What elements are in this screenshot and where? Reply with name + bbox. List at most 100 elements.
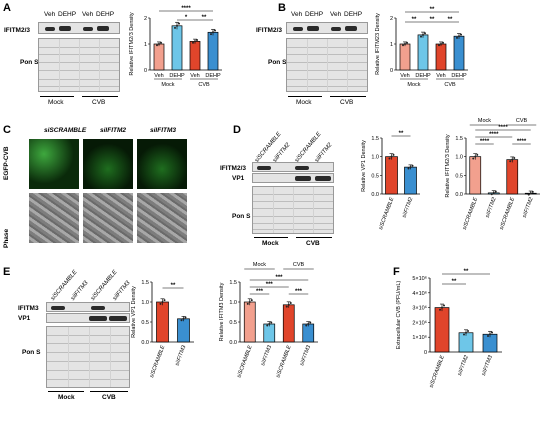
data-point <box>494 190 497 193</box>
group-label: CVB <box>306 240 320 247</box>
bar <box>399 43 411 71</box>
data-point <box>305 324 308 327</box>
bar <box>404 166 417 195</box>
western-blot-vp1 <box>46 313 130 323</box>
data-point <box>161 301 164 303</box>
x-tick-label: siSCRAMBLE <box>236 344 253 379</box>
data-point <box>529 192 532 195</box>
bar <box>189 41 201 71</box>
bar <box>417 34 429 71</box>
column-label: siIFITM2 <box>100 127 127 134</box>
significance-label: ** <box>399 131 404 137</box>
ponceau-stain-blot <box>38 38 120 92</box>
western-blot-ifitm <box>252 162 334 172</box>
significance-label: **** <box>489 132 499 138</box>
data-point <box>465 331 467 334</box>
data-point <box>463 333 465 336</box>
data-point <box>163 299 166 302</box>
data-point <box>287 303 290 306</box>
phase-image <box>28 192 80 244</box>
data-point <box>422 33 424 36</box>
y-axis-label: Relative IFITM2/3 Density <box>445 134 451 198</box>
significance-label: **** <box>181 6 191 12</box>
western-blot-ifitm <box>46 302 130 312</box>
y-axis-label: Relative IFITM2/3 Density <box>129 12 135 76</box>
bar <box>282 304 295 343</box>
x-tick-label: siIFITM2 <box>457 355 470 377</box>
group-label: Mock <box>296 99 312 106</box>
ponceau-stain-blot <box>46 326 130 388</box>
y-tick-label: 1×10⁶ <box>412 334 427 341</box>
y-tick-label: 0 <box>390 68 393 74</box>
group-label: CVB <box>516 118 528 124</box>
bar <box>469 156 482 195</box>
panel-label-d: D <box>233 124 241 136</box>
group-line <box>288 96 322 97</box>
data-point <box>180 319 183 322</box>
bar <box>458 332 474 353</box>
data-point <box>406 41 408 44</box>
bar <box>207 31 219 71</box>
lane-label: DEHP <box>344 11 363 18</box>
significance-label: ** <box>171 283 176 289</box>
y-tick-label: 4×10⁶ <box>412 290 427 297</box>
protein-label: IFITM2/3 <box>256 27 283 34</box>
y-tick-label: 2 <box>390 16 393 22</box>
ponceau-stain-blot <box>286 38 368 92</box>
significance-label: ** <box>452 279 457 285</box>
y-tick-label: 1 <box>144 42 147 48</box>
y-tick-label: 0.0 <box>141 340 149 346</box>
lane-label: siIFITM3 <box>112 280 132 302</box>
data-point <box>513 157 516 160</box>
panel-label-f: F <box>393 266 400 278</box>
significance-label: * <box>185 15 188 21</box>
y-axis-label: Relative VP1 Density <box>131 286 137 338</box>
data-point <box>442 41 444 44</box>
y-tick-label: 0.0 <box>455 192 463 198</box>
bar <box>435 43 447 71</box>
data-point <box>420 35 422 38</box>
data-point <box>409 166 412 169</box>
group-line <box>90 391 128 392</box>
x-tick-label: siSCRAMBLE <box>462 196 479 231</box>
data-point <box>411 164 414 167</box>
x-tick-label: siSCRAMBLE <box>499 196 516 231</box>
group-label: Mock <box>161 82 174 88</box>
x-tick-label: siIFITM3 <box>481 354 494 377</box>
data-point <box>184 316 187 319</box>
data-point <box>156 44 158 47</box>
data-point <box>492 191 495 194</box>
data-point <box>511 158 514 161</box>
lane-label: Veh <box>82 11 94 18</box>
protein-label: VP1 <box>232 175 245 182</box>
data-point <box>285 305 288 308</box>
group-label: Mock <box>478 118 491 124</box>
data-point <box>402 44 404 47</box>
protein-label: VP1 <box>18 315 31 322</box>
x-tick-label: DEHP <box>415 73 431 79</box>
column-label: siSCRAMBLE <box>44 127 87 134</box>
data-point <box>443 304 445 307</box>
data-point <box>182 317 185 320</box>
x-tick-label: siSCRAMBLE <box>149 344 166 379</box>
y-tick-label: 1.5 <box>141 280 149 286</box>
y-tick-label: 2 <box>144 16 147 22</box>
bar <box>302 323 315 343</box>
significance-label: *** <box>295 289 303 295</box>
group-label: CVB <box>198 82 210 88</box>
significance-label: ** <box>412 17 417 23</box>
bar <box>487 192 500 195</box>
lane-label: DEHP <box>58 11 77 18</box>
data-point <box>160 41 162 44</box>
y-axis-label: Relative IFITM3 Density <box>219 282 225 341</box>
data-point <box>246 302 249 305</box>
stain-label: Pon S <box>268 59 287 66</box>
x-tick-label: siIFITM3 <box>260 344 273 367</box>
significance-label: **** <box>517 139 527 145</box>
y-tick-label: 3×10⁶ <box>412 305 427 312</box>
bar <box>506 159 519 195</box>
data-point <box>460 33 462 36</box>
significance-label: ** <box>430 7 435 13</box>
data-point <box>289 302 292 305</box>
group-label: CVB <box>340 99 354 106</box>
